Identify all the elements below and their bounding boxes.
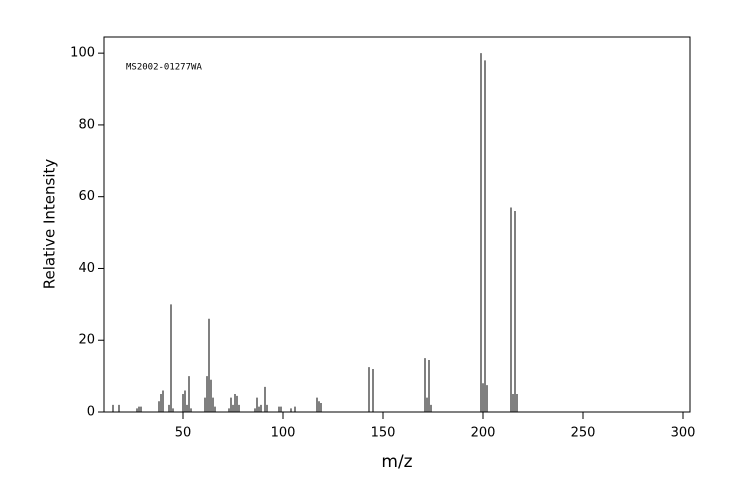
- y-axis-label: Relative Intensity: [41, 159, 59, 290]
- y-tick-label: 100: [70, 46, 95, 61]
- x-tick-label: 300: [671, 426, 696, 441]
- y-tick-label: 40: [78, 261, 95, 276]
- x-tick-label: 50: [175, 426, 192, 441]
- x-tick-label: 150: [371, 426, 396, 441]
- annotation: MS2002-01277WA: [126, 63, 202, 73]
- x-tick-label: 100: [271, 426, 296, 441]
- plot-frame: [103, 36, 691, 413]
- y-tick-label: 20: [78, 333, 95, 348]
- y-tick-label: 0: [87, 405, 95, 420]
- x-axis-label: m/z: [381, 452, 412, 472]
- y-tick-label: 80: [78, 117, 95, 132]
- x-tick-label: 200: [471, 426, 496, 441]
- y-tick-label: 60: [78, 189, 95, 204]
- x-tick-label: 250: [571, 426, 596, 441]
